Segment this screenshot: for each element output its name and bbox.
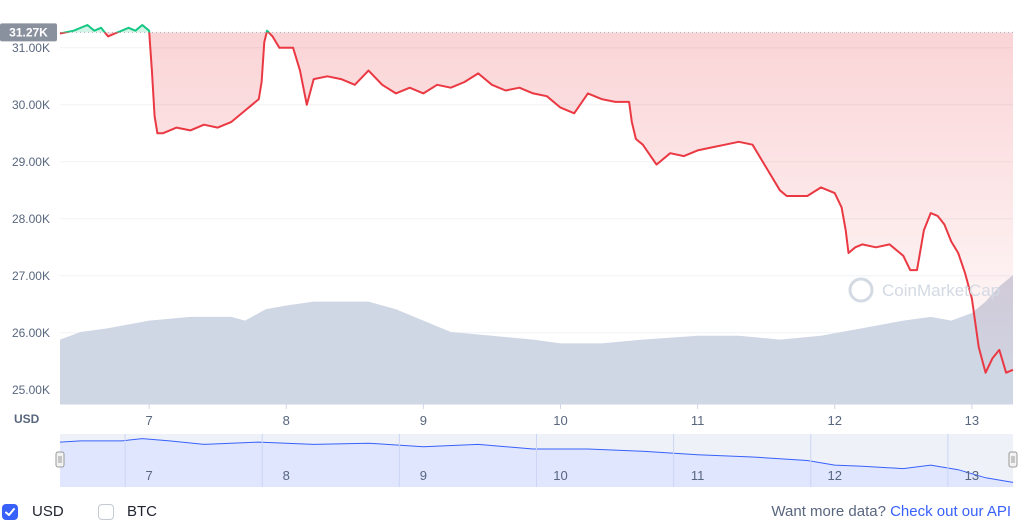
y-tick-label: 26.00K: [12, 326, 50, 340]
y-tick-label: 30.00K: [12, 98, 50, 112]
coinmarketcap-logo-icon: [848, 277, 874, 303]
y-tick-label: 25.00K: [12, 383, 50, 397]
watermark-label: CoinMarketCap: [882, 281, 1000, 300]
x-tick-label: 13: [965, 413, 979, 428]
x-tick-label: 7: [146, 413, 153, 428]
y-tick-label: 28.00K: [12, 212, 50, 226]
usd-label[interactable]: USD: [32, 503, 64, 520]
handle-grip: [1008, 451, 1018, 468]
navigator-tick-label: 8: [283, 468, 290, 483]
y-tick-label: 27.00K: [12, 269, 50, 283]
chart-footer: USD BTC Want more data? Check out our AP…: [0, 496, 1024, 529]
handle-grip: [55, 451, 65, 468]
navigator-line: [59, 438, 1014, 483]
x-tick-label: 11: [691, 413, 705, 428]
volume-area: [60, 275, 1013, 404]
current-price-label: 31.27K: [9, 25, 48, 39]
navigator-x-axis: 7 8 9 10 11 12 13: [124, 434, 979, 487]
x-axis: 7 8 9 10 11 12 13: [146, 404, 979, 428]
current-price-badge: 31.27K: [0, 23, 57, 42]
price-line-down: [59, 32, 1014, 374]
range-navigator[interactable]: 7 8 9 10 11 12 13: [55, 434, 1018, 487]
y-tick-label: 29.00K: [12, 155, 50, 169]
x-tick-label: 9: [420, 413, 427, 428]
price-area-down: [60, 32, 1013, 373]
navigator-tick-label: 11: [691, 468, 705, 483]
btc-checkbox[interactable]: [98, 504, 114, 520]
btc-label[interactable]: BTC: [127, 503, 157, 520]
api-promo: Want more data? Check out our API: [771, 503, 1011, 520]
navigator-left-handle[interactable]: [55, 451, 65, 468]
y-axis: 31.00K 30.00K 29.00K 28.00K 27.00K 26.00K 25.0…: [12, 41, 50, 397]
x-tick-label: 10: [553, 413, 567, 428]
coinmarketcap-watermark: CoinMarketCap: [848, 277, 1000, 303]
navigator-tick-label: 7: [146, 468, 153, 483]
navigator-tick-label: 9: [420, 468, 427, 483]
y-tick-label: 31.00K: [12, 41, 50, 55]
navigator-tick-label: 13: [965, 468, 979, 483]
navigator-tick-label: 12: [828, 468, 842, 483]
x-tick-label: 8: [283, 413, 290, 428]
check-icon: [5, 508, 15, 516]
navigator-tick-label: 10: [553, 468, 567, 483]
currency-axis-label: USD: [14, 412, 40, 426]
x-tick-label: 12: [828, 413, 842, 428]
usd-checkbox[interactable]: [2, 504, 18, 520]
navigator-right-handle[interactable]: [1008, 451, 1018, 468]
api-link[interactable]: Check out our API: [890, 503, 1011, 520]
api-promo-text: Want more data?: [771, 503, 886, 520]
